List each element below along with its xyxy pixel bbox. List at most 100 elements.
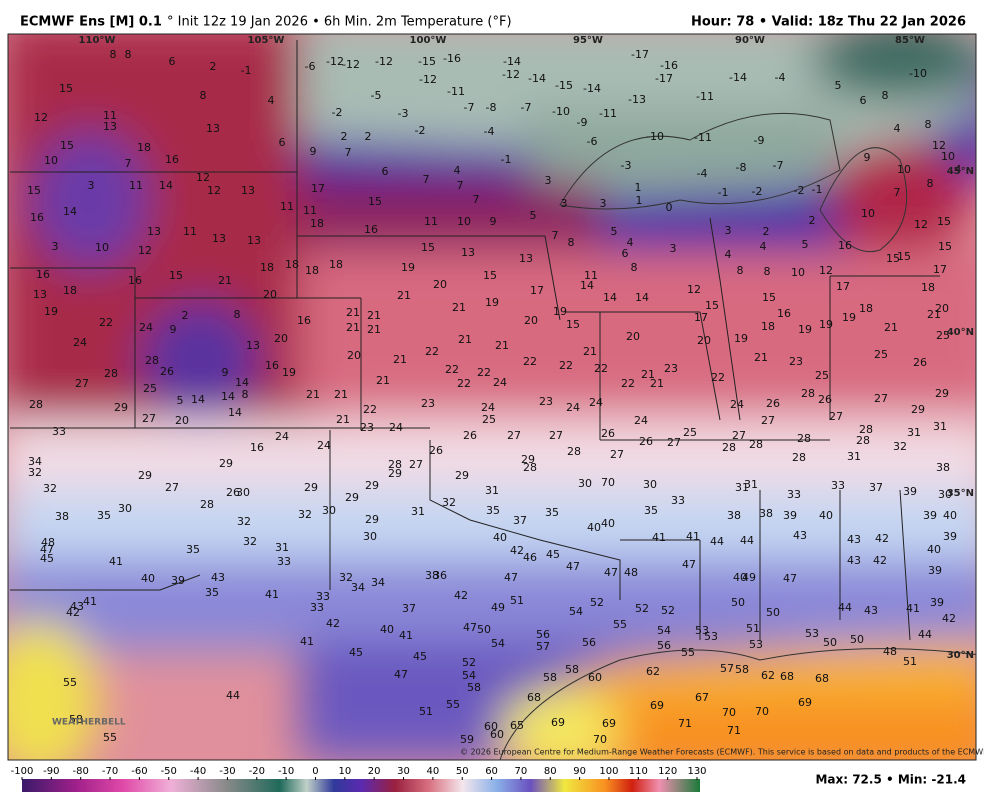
temp-label: 20 xyxy=(263,288,277,301)
temp-label: 5 xyxy=(177,394,184,407)
temp-label: 15 xyxy=(937,215,951,228)
colorbar-tick-label: -80 xyxy=(73,766,89,777)
temp-label: 11 xyxy=(280,200,294,213)
temp-label: 29 xyxy=(114,401,128,414)
temp-label: 29 xyxy=(935,387,949,400)
temp-label: 21 xyxy=(397,289,411,302)
temp-label: -5 xyxy=(371,89,382,102)
temp-label: 51 xyxy=(746,622,760,635)
temp-label: 28 xyxy=(523,461,537,474)
temp-label: 15 xyxy=(27,184,41,197)
temp-label: 3 xyxy=(670,242,677,255)
temp-label: 27 xyxy=(732,429,746,442)
temp-label: 28 xyxy=(856,434,870,447)
temp-label: -2 xyxy=(332,106,343,119)
temp-label: 53 xyxy=(749,638,763,651)
temp-label: 1 xyxy=(635,181,642,194)
temp-label: 47 xyxy=(394,668,408,681)
temp-label: 3 xyxy=(52,240,59,253)
temp-label: 37 xyxy=(402,602,416,615)
temp-label: 6 xyxy=(279,136,286,149)
temp-label: 15 xyxy=(897,250,911,263)
temp-label: 30 xyxy=(363,530,377,543)
temp-label: 31 xyxy=(847,450,861,463)
temp-label: -4 xyxy=(697,167,708,180)
temp-label: 68 xyxy=(815,672,829,685)
temp-label: 45 xyxy=(349,646,363,659)
temp-label: 33 xyxy=(831,479,845,492)
temp-label: 37 xyxy=(869,481,883,494)
temp-label: 67 xyxy=(695,691,709,704)
temp-label: 44 xyxy=(740,534,754,547)
temp-label: 24 xyxy=(73,336,87,349)
temp-label: -15 xyxy=(418,55,436,68)
temp-label: 47 xyxy=(463,621,477,634)
temp-label: 10 xyxy=(861,207,875,220)
map-frame xyxy=(7,33,977,761)
temp-label: 4 xyxy=(725,248,732,261)
temp-label: 41 xyxy=(652,531,666,544)
temp-label: 26 xyxy=(429,444,443,457)
temp-label: 55 xyxy=(103,731,117,744)
temp-label: 41 xyxy=(300,635,314,648)
temp-label: 28 xyxy=(797,432,811,445)
title: ECMWF Ens [M] 0.1 xyxy=(20,15,162,30)
temp-label: 54 xyxy=(657,624,671,637)
map-field: 8 86 2 -1 -6 -12-12 -12 -15 -16 -14-17-16-17 -14 -4… xyxy=(8,34,976,760)
temp-label: 31 xyxy=(275,541,289,554)
temp-label: 2 xyxy=(763,225,770,238)
temp-label: 51 xyxy=(419,705,433,718)
temp-label: 25 xyxy=(874,348,888,361)
colorbar-tick-label: 10 xyxy=(338,766,351,777)
temp-label: 44 xyxy=(226,689,240,702)
temp-label: 8 xyxy=(737,264,744,277)
temp-label: 27 xyxy=(165,481,179,494)
temp-label: 13 xyxy=(103,120,117,133)
temp-label: -12 xyxy=(502,68,520,81)
temp-label: 26 xyxy=(913,356,927,369)
temp-label: 4 xyxy=(454,164,461,177)
temp-label: 35 xyxy=(486,504,500,517)
temp-label: 15 xyxy=(762,291,776,304)
temp-label: 53 xyxy=(695,624,709,637)
temp-label: 22 xyxy=(457,377,471,390)
temp-label: 48 xyxy=(41,536,55,549)
temp-label: 27 xyxy=(667,436,681,449)
temp-label: 30 xyxy=(643,478,657,491)
temp-label: 21 xyxy=(306,388,320,401)
temp-label: 11 xyxy=(103,109,117,122)
temp-label: 21 xyxy=(927,308,941,321)
temp-label: 56 xyxy=(582,636,596,649)
temp-label: 4 xyxy=(760,240,767,253)
temp-label: 9 xyxy=(310,145,317,158)
lon-label: 110°W xyxy=(79,35,116,46)
temp-label: 42 xyxy=(454,589,468,602)
temp-label: 31 xyxy=(735,481,749,494)
temp-label: 69 xyxy=(650,699,664,712)
colorbar-tick-label: 60 xyxy=(485,766,498,777)
temp-label: 8 xyxy=(927,177,934,190)
temp-label: 30 xyxy=(118,502,132,515)
temp-label: 7 xyxy=(894,186,901,199)
temp-label: 34 xyxy=(28,455,42,468)
temp-label: 60 xyxy=(490,728,504,741)
temp-label: 43 xyxy=(211,571,225,584)
temp-label: 38 xyxy=(759,507,773,520)
temp-label: 23 xyxy=(664,362,678,375)
temp-label: -17 xyxy=(655,72,673,85)
temp-label: 22 xyxy=(621,377,635,390)
temp-label: 52 xyxy=(462,656,476,669)
temp-label: 7 xyxy=(552,229,559,242)
temp-label: 31 xyxy=(907,426,921,439)
temp-label: 7 xyxy=(345,146,352,159)
lat-label: 45°N xyxy=(947,166,974,177)
temp-label: 62 xyxy=(646,665,660,678)
temp-label: 12 xyxy=(34,111,48,124)
temp-label: 12 xyxy=(196,171,210,184)
temp-label: 6 xyxy=(169,55,176,68)
temp-label: 11 xyxy=(424,215,438,228)
temp-label: 11 xyxy=(584,269,598,282)
temp-label: 19 xyxy=(485,296,499,309)
temp-label: 60 xyxy=(588,671,602,684)
